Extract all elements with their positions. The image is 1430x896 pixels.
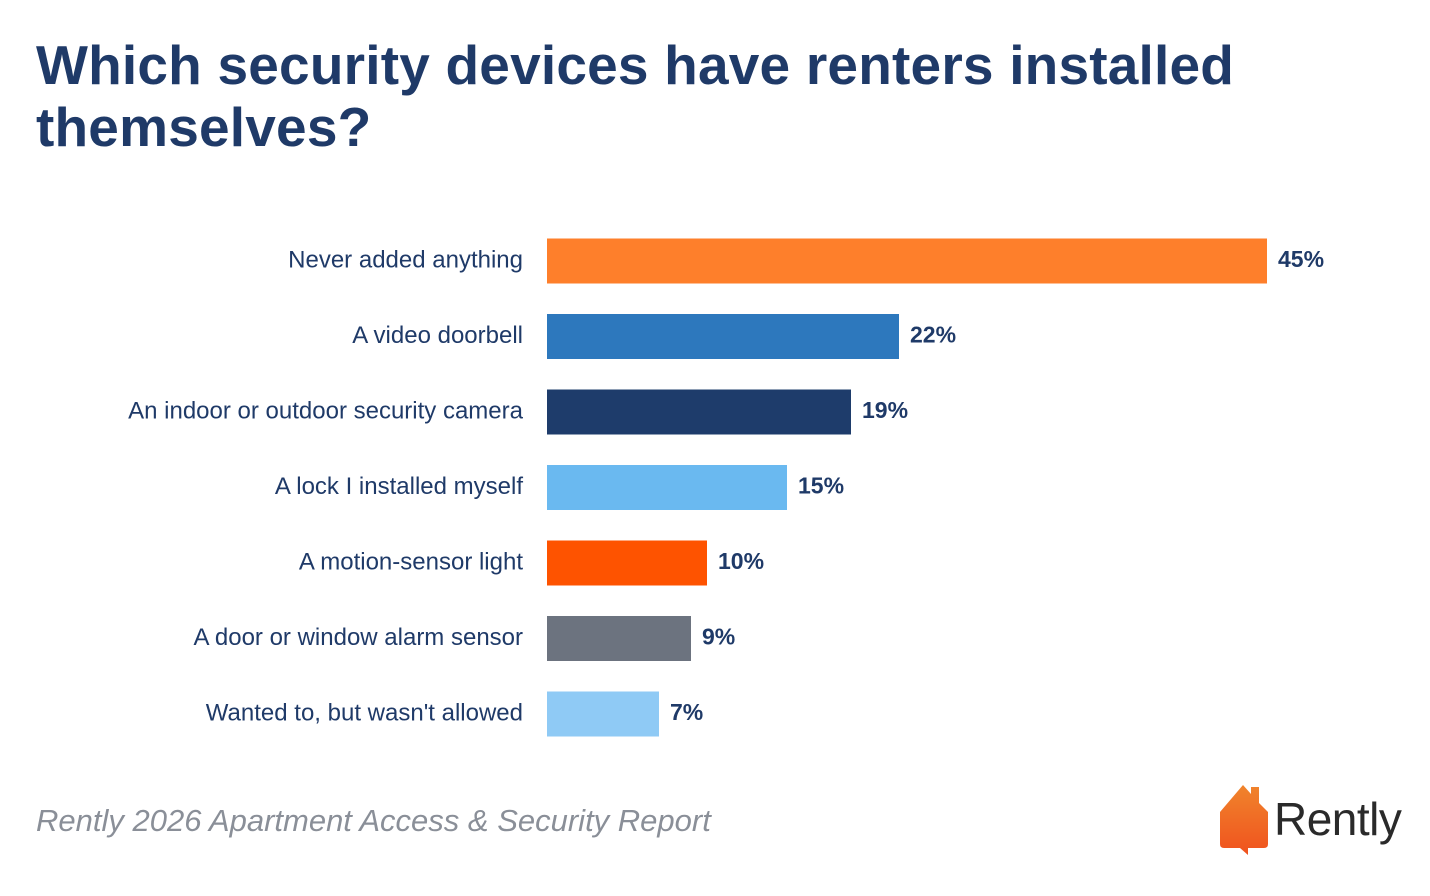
chart-title: Which security devices have renters inst… bbox=[36, 34, 1235, 158]
rently-logo: Rently bbox=[1216, 782, 1416, 858]
bar bbox=[547, 465, 787, 510]
value-label: 10% bbox=[718, 548, 764, 574]
bar bbox=[547, 238, 1267, 284]
category-label: Wanted to, but wasn't allowed bbox=[206, 699, 523, 726]
category-label: A lock I installed myself bbox=[275, 473, 523, 500]
value-label: 9% bbox=[702, 624, 735, 650]
value-label: 7% bbox=[670, 699, 703, 725]
category-label: Never added anything bbox=[288, 246, 523, 273]
bar bbox=[547, 314, 899, 359]
value-label: 45% bbox=[1278, 246, 1324, 272]
bar bbox=[547, 616, 691, 661]
house-speech-bubble-icon bbox=[1220, 785, 1268, 855]
bar-chart: Never added anything 45% A video doorbell 2… bbox=[128, 238, 1324, 737]
value-label: 15% bbox=[798, 473, 844, 499]
category-label: A motion-sensor light bbox=[299, 548, 523, 575]
category-label: A video doorbell bbox=[352, 322, 523, 349]
source-caption: Rently 2026 Apartment Access & Security … bbox=[36, 803, 711, 838]
value-label: 19% bbox=[862, 397, 908, 423]
bar bbox=[547, 691, 659, 737]
category-label: An indoor or outdoor security camera bbox=[128, 397, 524, 424]
bar bbox=[547, 389, 851, 435]
category-label: A door or window alarm sensor bbox=[194, 624, 523, 651]
bar bbox=[547, 540, 707, 586]
logo-text: Rently bbox=[1274, 793, 1402, 845]
value-label: 22% bbox=[910, 322, 956, 348]
